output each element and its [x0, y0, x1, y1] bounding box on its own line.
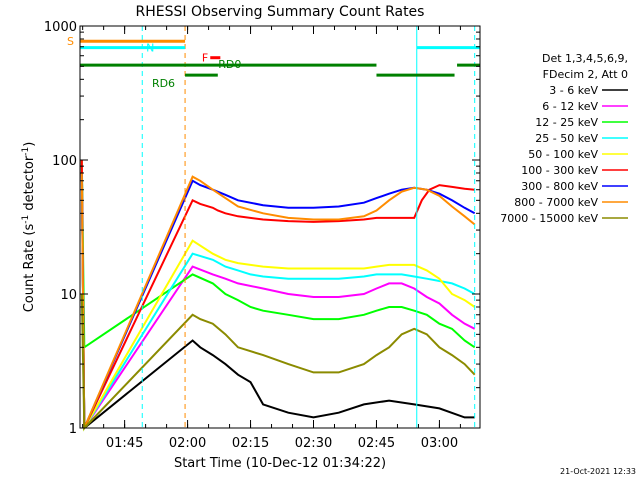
x-axis: 01:45 02:00 02:15 02:30 02:45 03:00: [82, 26, 461, 451]
legend-header-line-2: FDecim 2, Att 0: [543, 68, 628, 81]
series-line-25-50-kev: [80, 159, 476, 432]
flag-label-rd6: RD6: [152, 77, 175, 90]
x-tick-label: 03:00: [421, 436, 458, 451]
flag-label-n: N: [146, 42, 154, 55]
legend-label-100-300-kev: 100 - 300 keV: [521, 164, 598, 177]
vline-layer: [141, 26, 476, 428]
y-axis: 1 10 100 1000: [44, 20, 480, 437]
x-tick-label: 02:00: [169, 436, 206, 451]
flag-layer: S N F RD0 RD6: [67, 35, 480, 90]
x-tick-label: 01:45: [106, 436, 143, 451]
legend-label-50-100-kev: 50 - 100 keV: [528, 148, 598, 161]
series-line-100-300-kev: [80, 159, 475, 429]
series-line-7000-15000-kev: [80, 293, 476, 431]
legend-label-300-800-kev: 300 - 800 keV: [521, 180, 598, 193]
y-tick-label: 1: [69, 422, 77, 437]
series-layer: [80, 159, 476, 432]
y-tick-label: 100: [52, 154, 77, 169]
plot-area: S N F RD0 RD6 01:45 02:00 02:15 02:30 02:45 03:00…: [44, 20, 481, 451]
legend-label-800-7000-kev: 800 - 7000 keV: [514, 196, 598, 209]
x-tick-label: 02:30: [295, 436, 332, 451]
flag-label-f: F: [202, 52, 208, 65]
date-stamp: 21-Oct-2021 12:33: [560, 467, 636, 476]
legend-label-12-25-kev: 12 - 25 keV: [535, 116, 598, 129]
y-axis-label: Count Rate (s-1 detector-1): [21, 142, 37, 313]
x-axis-label: Start Time (10-Dec-12 01:34:22): [174, 456, 386, 471]
legend-label-6-12-kev: 6 - 12 keV: [542, 100, 598, 113]
legend-label-3-6-kev: 3 - 6 keV: [549, 84, 598, 97]
series-line-3-6-kev: [80, 159, 475, 431]
series-line-12-25-kev: [80, 159, 476, 350]
legend: Det 1,3,4,5,6,9, FDecim 2, Att 0 3 - 6 k…: [500, 52, 628, 225]
flag-label-rd0: RD0: [218, 58, 241, 71]
x-tick-label: 02:45: [358, 436, 395, 451]
series-line-800-7000-kev: [80, 172, 476, 429]
series-line-300-800-kev: [80, 172, 476, 429]
x-tick-label: 02:15: [232, 436, 269, 451]
legend-label-25-50-kev: 25 - 50 keV: [535, 132, 598, 145]
y-tick-label: 1000: [44, 20, 77, 35]
chart-title: RHESSI Observing Summary Count Rates: [136, 4, 425, 20]
plot-frame: [79, 25, 481, 429]
legend-header-line-1: Det 1,3,4,5,6,9,: [542, 52, 628, 65]
y-tick-label: 10: [60, 288, 77, 303]
series-line-6-12-kev: [80, 159, 476, 432]
series-line-50-100-kev: [80, 159, 476, 432]
flag-label-s: S: [67, 35, 74, 48]
legend-label-7000-15000-kev: 7000 - 15000 keV: [500, 212, 598, 225]
